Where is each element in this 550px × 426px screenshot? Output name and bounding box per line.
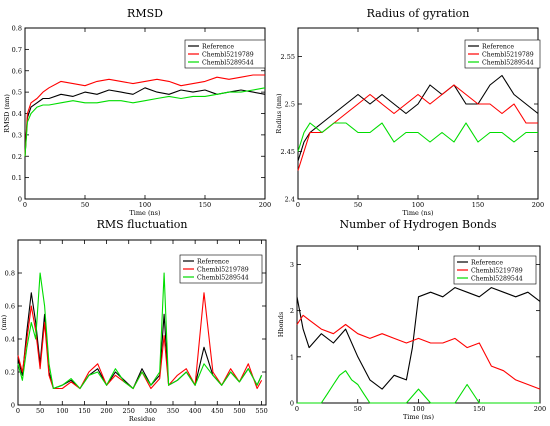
y-tick-label: 0.7 (12, 46, 22, 54)
x-tick-label: 150 (199, 201, 211, 209)
y-tick-label: 0.4 (5, 336, 15, 344)
series-line-1 (296, 287, 541, 390)
x-axis-label: Time (ns) (403, 413, 435, 421)
series-line-3 (297, 370, 540, 404)
x-tick-label: 150 (78, 407, 90, 415)
x-tick-label: 0 (16, 407, 20, 415)
x-axis-label: Time (ns) (129, 209, 161, 217)
series-line-2 (24, 74, 265, 157)
x-axis-label: Residue (129, 415, 156, 423)
y-tick-label: 0.3 (12, 131, 22, 139)
y-axis-label: Radius (nm) (275, 93, 283, 134)
x-tick-label: 0 (23, 201, 27, 209)
legend-entry: Chembl5219789 (471, 267, 523, 274)
legend-entry: Reference (471, 259, 503, 266)
x-tick-label: 200 (259, 201, 271, 209)
legend-entry: Reference (202, 43, 234, 50)
x-tick-label: 500 (233, 407, 245, 415)
chart-title: Radius of gyration (367, 7, 470, 20)
legend-entry: Chembl5289544 (471, 275, 523, 282)
x-tick-label: 300 (145, 407, 157, 415)
x-tick-label: 200 (100, 407, 112, 415)
x-tick-label: 100 (412, 405, 424, 413)
x-tick-label: 50 (354, 201, 362, 209)
y-tick-label: 0.2 (12, 153, 22, 161)
legend-entry: Chembl5219789 (202, 51, 254, 58)
y-tick-label: 0.6 (5, 303, 15, 311)
y-tick-label: 0 (18, 196, 22, 204)
x-tick-label: 0 (295, 405, 299, 413)
x-tick-label: 100 (56, 407, 68, 415)
x-tick-label: 350 (167, 407, 179, 415)
series-line-3 (297, 122, 538, 152)
x-tick-label: 50 (81, 201, 89, 209)
x-tick-label: 50 (36, 407, 44, 415)
series-line-1 (17, 292, 263, 390)
chart-title: RMS fluctuation (97, 218, 188, 231)
y-tick-label: 2.4 (285, 196, 295, 204)
x-tick-label: 200 (534, 405, 546, 413)
y-axis-label: Hbonds (277, 312, 285, 337)
x-tick-label: 450 (211, 407, 223, 415)
series-line-1 (24, 87, 266, 157)
legend-entry: Chembl5219789 (482, 51, 534, 58)
y-tick-label: 3 (290, 261, 294, 269)
y-tick-label: 0 (290, 400, 294, 408)
plot-frame (17, 239, 267, 406)
y-tick-label: 2.45 (281, 148, 295, 156)
x-tick-label: 100 (139, 201, 151, 209)
series-line-3 (24, 87, 266, 157)
y-tick-label: 0.8 (5, 270, 15, 278)
x-tick-label: 250 (123, 407, 135, 415)
x-tick-label: 150 (473, 405, 485, 413)
y-tick-label: 0.5 (12, 89, 22, 97)
x-tick-label: 400 (189, 407, 201, 415)
legend-entry: Reference (482, 43, 514, 50)
legend-entry: Chembl5289544 (482, 59, 534, 66)
x-tick-label: 0 (296, 201, 300, 209)
y-tick-label: 0.2 (5, 369, 15, 377)
legend-entry: Chembl5289544 (202, 59, 254, 66)
y-tick-label: 0.4 (12, 110, 22, 118)
series-line-3 (17, 272, 263, 390)
x-tick-label: 200 (532, 201, 544, 209)
y-axis-label: (nm) (0, 314, 8, 330)
series-line-2 (296, 314, 541, 390)
y-tick-label: 0.8 (12, 25, 22, 33)
y-tick-label: 0.6 (12, 67, 22, 75)
x-tick-label: 100 (412, 201, 424, 209)
chart-title: Number of Hydrogen Bonds (340, 218, 497, 231)
series-line-2 (297, 84, 538, 171)
y-tick-label: 2 (290, 307, 294, 315)
series-line-1 (297, 74, 539, 162)
x-tick-label: 150 (472, 201, 484, 209)
x-tick-label: 550 (255, 407, 267, 415)
y-axis-label: RMSD (nm) (3, 94, 11, 133)
legend-entry: Chembl5219789 (197, 266, 249, 273)
y-tick-label: 0.1 (12, 174, 22, 182)
legend-entry: Chembl5289544 (197, 274, 249, 281)
x-tick-label: 50 (354, 405, 362, 413)
y-tick-label: 2.55 (281, 53, 295, 61)
x-axis-label: Time (ns) (402, 209, 434, 217)
y-tick-label: 1 (290, 353, 294, 361)
chart-title: RMSD (127, 7, 163, 20)
y-tick-label: 0 (11, 402, 15, 410)
y-tick-label: 2.5 (285, 101, 295, 109)
legend-entry: Reference (197, 258, 229, 265)
